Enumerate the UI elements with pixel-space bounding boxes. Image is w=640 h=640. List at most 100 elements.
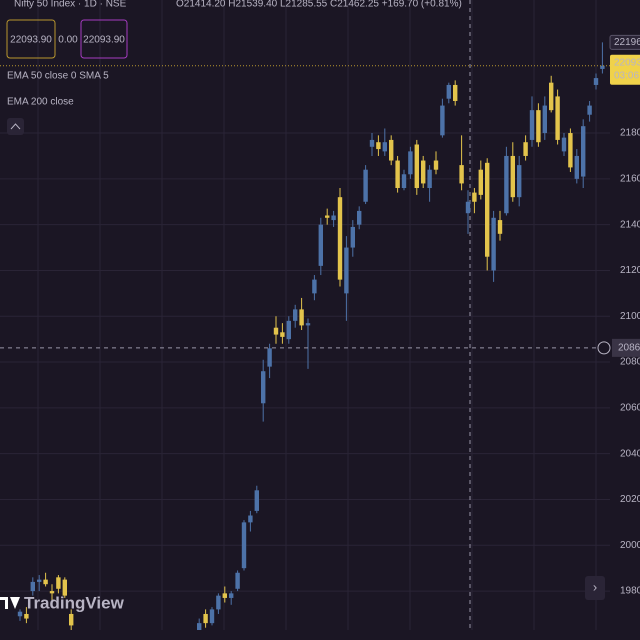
candle-body	[376, 142, 381, 150]
candle-body	[389, 139, 394, 161]
candle-body	[235, 572, 240, 589]
candle-body	[593, 78, 599, 85]
candle-body	[574, 155, 579, 179]
y-tick-label: 20000	[620, 540, 640, 551]
high-label: 22196	[614, 37, 640, 48]
candle-body	[273, 327, 279, 335]
collapse-button[interactable]	[7, 118, 24, 135]
candle-body	[17, 611, 23, 617]
candle-body	[325, 215, 330, 218]
y-tick-label: 21800	[620, 128, 640, 139]
last-price-box	[610, 54, 640, 85]
y-tick-label: 20800	[620, 357, 640, 368]
candle-body	[440, 105, 445, 136]
candle-body	[344, 247, 349, 294]
candle-body	[408, 151, 413, 175]
candle-body	[485, 162, 490, 257]
indicator[interactable]: EMA 50 close 0 SMA 5	[7, 71, 109, 82]
candle-body	[446, 84, 451, 99]
candle-body	[286, 320, 291, 340]
crosshair-label: 20862	[618, 343, 640, 354]
candle-body	[414, 144, 419, 189]
candle-body	[459, 165, 464, 184]
candle-body	[254, 490, 259, 511]
candle-body	[293, 309, 298, 321]
candle-body	[62, 579, 67, 596]
ohlc: O21414.20 H21539.40 L21285.55 C21462.25 …	[176, 0, 462, 10]
candle-body	[542, 105, 547, 134]
candle-body	[581, 126, 586, 177]
candle-body	[30, 581, 35, 592]
candle-body	[248, 515, 253, 523]
candle-body	[491, 217, 496, 271]
crosshair-plus	[597, 341, 611, 355]
candle-body	[472, 192, 477, 202]
scroll-icon: ›	[593, 579, 597, 594]
candle-body	[337, 197, 343, 280]
y-tick-label: 20600	[620, 403, 640, 414]
sell-button[interactable]	[6, 19, 56, 59]
candle-body	[568, 133, 573, 168]
y-tick-label: 21000	[620, 311, 640, 322]
candle-body	[517, 165, 522, 198]
candle-body	[222, 593, 227, 598]
candle-body	[203, 613, 208, 624]
y-tick-label: 21600	[620, 173, 640, 184]
candle-body	[363, 169, 368, 202]
candle-body	[357, 210, 362, 225]
candle-body	[56, 577, 61, 589]
candle-body	[382, 142, 387, 152]
candle-body	[241, 522, 247, 569]
candle-body	[453, 84, 458, 101]
candle-body	[600, 65, 605, 69]
candle-body	[523, 142, 528, 156]
overlay: 19800 20000 20200 20400 20600 20800 21000 21200…	[0, 34, 640, 597]
candle-body	[197, 623, 202, 630]
candle-body	[401, 174, 407, 189]
candle-body	[280, 332, 285, 337]
candle-body	[395, 160, 400, 189]
candle-body	[433, 160, 439, 170]
candle-body	[587, 105, 592, 115]
indicator[interactable]: EMA 200 close	[7, 97, 74, 108]
candle-body	[49, 591, 55, 594]
candle-body	[331, 215, 336, 221]
candle-body	[209, 609, 215, 624]
candle-body	[478, 169, 483, 195]
candle-body	[497, 220, 503, 234]
candle-body	[529, 110, 535, 140]
candle-body	[24, 613, 29, 619]
buy-button[interactable]	[80, 19, 128, 59]
candle-body	[43, 579, 48, 585]
candle-body	[536, 110, 541, 143]
candle-body	[561, 137, 567, 152]
candle-body	[69, 613, 74, 626]
candle-body	[37, 579, 42, 582]
candle-body	[421, 160, 426, 184]
y-tick-label: 20200	[620, 494, 640, 505]
y-tick-label: 20400	[620, 448, 640, 459]
candle-body	[267, 348, 272, 367]
candle-body	[261, 371, 266, 404]
candle-body	[510, 155, 515, 198]
candle-body	[555, 96, 560, 140]
candle-body	[427, 169, 432, 189]
scroll-button[interactable]	[585, 576, 605, 600]
candle-body	[216, 595, 221, 610]
crosshair-label-box	[612, 338, 640, 357]
last-price-label: 22093.9	[614, 57, 640, 68]
candle-body	[312, 279, 317, 294]
y-tick-label: 21200	[620, 265, 640, 276]
y-tick-label: 21400	[620, 219, 640, 230]
y-tick-label: 19800	[620, 586, 640, 597]
candle-body	[369, 139, 375, 147]
candle-body	[350, 226, 355, 248]
candle-body	[299, 309, 304, 326]
collapse-icon	[10, 123, 21, 130]
high-label-box	[609, 34, 640, 50]
candle-body	[504, 155, 509, 214]
candle-body	[549, 82, 554, 111]
